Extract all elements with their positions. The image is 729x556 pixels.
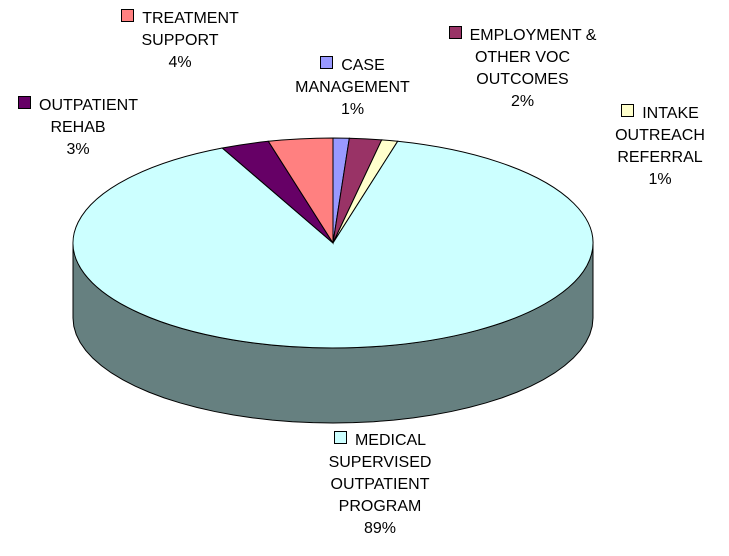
category-label: OUTPATIENT REHAB bbox=[39, 97, 138, 136]
category-label: MEDICAL SUPERVISED OUTPATIENT PROGRAM bbox=[328, 432, 432, 515]
value-label: 4% bbox=[168, 54, 192, 71]
value-label: 3% bbox=[66, 141, 90, 158]
category-label: CASE MANAGEMENT bbox=[295, 57, 410, 96]
slice bbox=[72, 140, 594, 349]
category-label: EMPLOYMENT & OTHER VOC OUTCOMES bbox=[469, 27, 597, 88]
data-label: INTAKE OUTREACH REFERRAL 1% bbox=[590, 103, 729, 191]
data-label: EMPLOYMENT & OTHER VOC OUTCOMES 2% bbox=[435, 25, 610, 113]
legend-swatch bbox=[121, 9, 135, 22]
legend-swatch bbox=[448, 26, 462, 39]
legend-swatch bbox=[333, 431, 347, 444]
data-label: OUTPATIENT REHAB 3% bbox=[8, 95, 148, 161]
legend-swatch bbox=[320, 56, 334, 69]
value-label: 89% bbox=[363, 520, 397, 537]
slice bbox=[267, 137, 334, 245]
value-label: 1% bbox=[340, 101, 365, 118]
legend-swatch bbox=[18, 96, 32, 109]
value-label: 2% bbox=[510, 93, 535, 110]
data-label: MEDICAL SUPERVISED OUTPATIENT PROGRAM 89% bbox=[305, 430, 455, 540]
category-label: TREATMENT SUPPORT bbox=[141, 10, 239, 49]
category-label: INTAKE OUTREACH REFERRAL bbox=[615, 105, 705, 166]
data-label: TREATMENT SUPPORT 4% bbox=[100, 8, 260, 74]
data-label: CASE MANAGEMENT 1% bbox=[265, 55, 440, 121]
legend-swatch bbox=[621, 104, 635, 117]
value-label: 1% bbox=[648, 171, 672, 188]
